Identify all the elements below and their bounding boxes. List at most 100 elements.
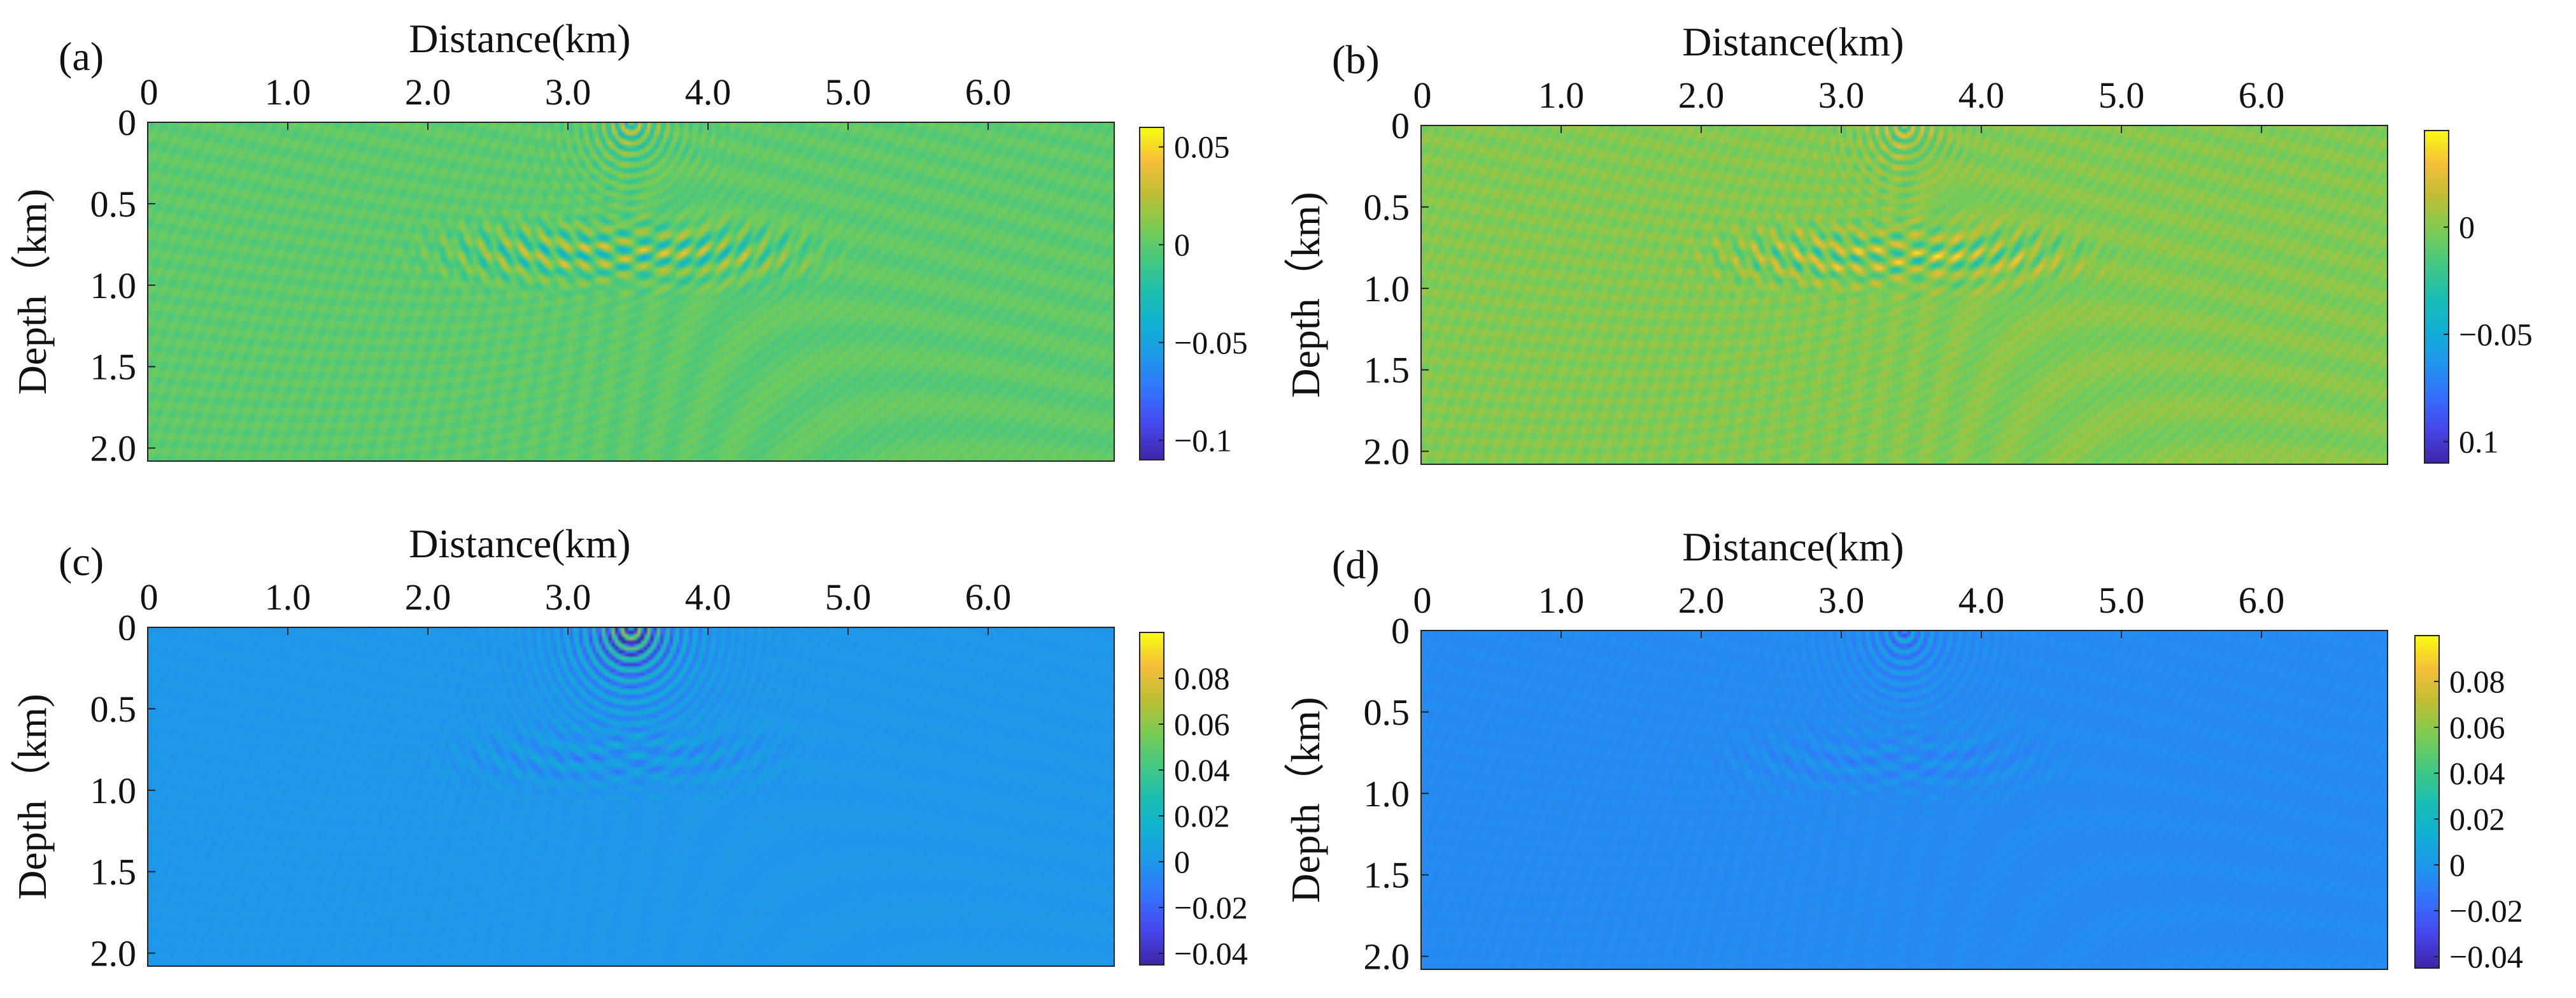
colorbar-frame [2414,635,2440,969]
y-tick-label: 0.5 [1364,187,1410,228]
y-tick-label: 2.0 [90,933,137,974]
axes-frame [1420,630,2388,970]
colorbar [1140,127,1164,460]
x-tick-label: 5.0 [2098,75,2145,116]
y-tick-label: 0 [1391,105,1410,146]
panel-c: (c) Distance(km) 0 1.0 2.0 3.0 4.0 5.0 6.0 0 0.5 1.… [10,521,1248,974]
wavefield-image [148,627,1114,966]
colorbar-tick-label: 0 [2459,210,2475,245]
wavefield-image [1421,631,2388,969]
x-tick-label: 5.0 [825,71,872,113]
x-tick-label: 1.0 [265,576,311,618]
colorbar-tick-label: −0.04 [1174,936,1248,971]
y-tick-label: 0 [1391,610,1410,652]
x-tick-label: 0 [140,576,159,618]
colorbar-tick-label: 0.1 [2459,424,2499,459]
panel-d: (d) Distance(km) 0 1.0 2.0 3.0 4.0 5.0 6.0 0 0.5 1.… [1283,524,2523,978]
y-tick-label: 1.0 [90,770,137,811]
y-tick-label: 0.5 [1364,692,1410,733]
x-tick-label: 3.0 [545,576,591,618]
y-tick-label: 2.0 [1364,431,1410,473]
y-axis-title: Depth（km) [1283,697,1328,903]
axes-frame [147,627,1115,967]
colorbar-tick-label: 0.08 [1174,660,1230,696]
colorbar-frame [2424,130,2449,464]
colorbar [2424,131,2449,463]
x-tick-label: 2.0 [405,71,451,113]
y-tick-label: 0.5 [90,688,137,730]
x-tick-label: 3.0 [1818,580,1865,621]
panel-label: (a) [59,34,104,79]
colorbar-tick-label: 0.08 [2449,664,2505,699]
colorbar-tick-label: 0.04 [2449,755,2505,791]
x-tick-label: 4.0 [685,71,732,113]
x-tick-label: 3.0 [1818,75,1865,116]
y-axis-title: Depth（km) [10,189,55,395]
colorbar-tick-label: −0.1 [1174,422,1232,458]
panel-b: (b) Distance(km) 0 1.0 2.0 3.0 4.0 5.0 6.0 0 0.5 1.… [1283,19,2533,473]
panel-a: (a) Distance(km) 0 1.0 2.0 3.0 4.0 5.0 6.0 0 0.5 1.… [10,16,1248,469]
x-tick-label: 0 [1413,75,1432,116]
colorbar-tick-label: 0 [1174,844,1190,880]
y-tick-label: 1.5 [1364,855,1410,896]
colorbar [2415,636,2439,968]
colorbar-tick-label: 0.02 [1174,798,1230,834]
colorbar-tick-label: 0 [1174,227,1190,262]
y-tick-label: 0 [118,607,136,648]
x-tick-label: 0 [1413,580,1432,621]
y-tick-label: 2.0 [90,428,137,469]
y-tick-label: 1.5 [1364,350,1410,391]
colorbar-tick-label: −0.05 [1174,325,1248,360]
x-tick-label: 4.0 [1958,580,2005,621]
colorbar-tick-label: −0.02 [2449,893,2523,929]
x-tick-label: 1.0 [1538,580,1585,621]
colorbar-tick-label: 0.04 [1174,752,1230,788]
axes-frame [147,122,1115,462]
y-tick-label: 0.5 [90,183,137,225]
x-tick-label: 5.0 [2098,580,2145,621]
x-axis-title: Distance(km) [1682,19,1904,64]
panel-label: (c) [59,539,104,584]
x-tick-label: 4.0 [1958,75,2005,116]
x-tick-label: 6.0 [965,71,1012,113]
y-axis-title: Depth（km) [10,694,55,900]
x-tick-label: 5.0 [825,576,872,618]
x-axis-title: Distance(km) [409,521,630,566]
x-tick-label: 1.0 [1538,75,1585,116]
y-tick-label: 0 [118,102,136,143]
colorbar [1140,632,1164,965]
x-tick-label: 2.0 [1678,580,1725,621]
colorbar-tick-label: −0.05 [2459,317,2533,352]
colorbar-tick-label: −0.04 [2449,939,2523,974]
colorbar-tick-label: 0.05 [1174,129,1230,165]
y-tick-label: 1.0 [1364,773,1410,815]
y-tick-label: 1.0 [1364,268,1410,310]
colorbar-tick-label: 0.06 [2449,709,2505,745]
x-tick-label: 0 [140,71,159,113]
x-tick-label: 1.0 [265,71,311,113]
x-tick-label: 2.0 [1678,75,1725,116]
panel-label: (d) [1332,542,1380,587]
colorbar-tick-label: 0.06 [1174,706,1230,742]
x-tick-label: 4.0 [685,576,732,618]
y-tick-label: 1.5 [90,346,137,388]
wavefield-image [1421,125,2388,464]
x-tick-label: 6.0 [2239,75,2285,116]
axes-frame [1420,125,2388,465]
colorbar-tick-label: 0.02 [2449,801,2505,837]
colorbar-tick-label: 0 [2449,847,2465,883]
x-tick-label: 3.0 [545,71,591,113]
y-tick-label: 1.5 [90,852,137,893]
x-tick-label: 2.0 [405,576,451,618]
colorbar-frame [1139,632,1164,966]
panel-label: (b) [1332,37,1380,82]
x-tick-label: 6.0 [965,576,1012,618]
wavefield-image [148,122,1114,461]
x-tick-label: 6.0 [2239,580,2285,621]
colorbar-frame [1139,127,1164,460]
colorbar-tick-label: −0.02 [1174,890,1248,925]
x-axis-title: Distance(km) [1682,524,1904,569]
x-axis-title: Distance(km) [409,16,630,61]
y-tick-label: 2.0 [1364,936,1410,978]
